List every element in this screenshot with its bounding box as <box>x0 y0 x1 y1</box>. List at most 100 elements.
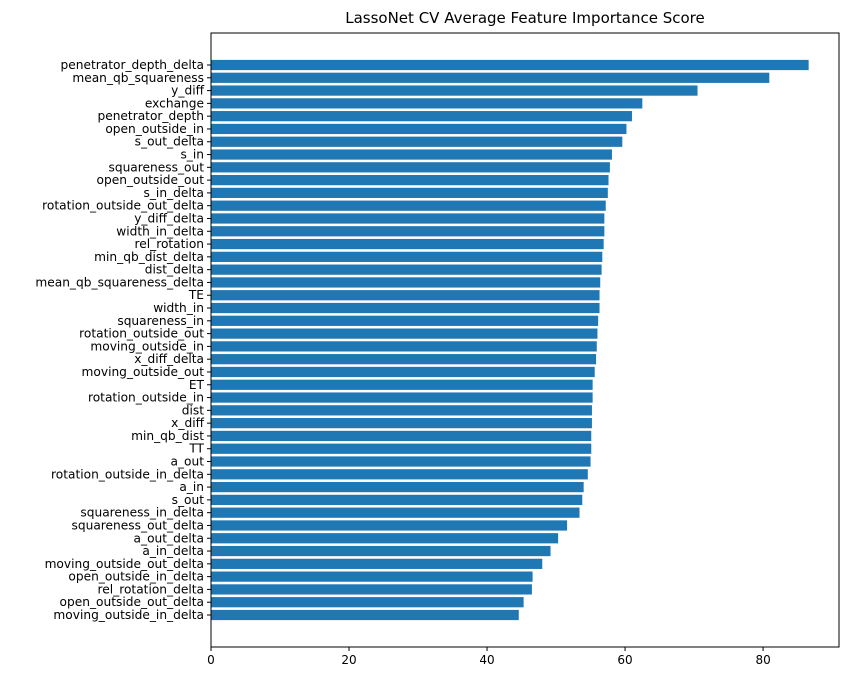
category-label-squareness_in: squareness_in <box>117 314 204 328</box>
bar-open_outside_in_delta <box>211 571 533 582</box>
bar-moving_outside_out <box>211 366 595 378</box>
category-label-min_qb_dist_delta: min_qb_dist_delta <box>94 250 204 264</box>
category-label-y_diff: y_diff <box>171 84 204 98</box>
category-label-x_diff_delta: x_diff_delta <box>134 352 204 366</box>
bars-layer <box>211 59 809 621</box>
bar-squareness_in_delta <box>211 507 580 518</box>
bar-rotation_outside_out_delta <box>211 200 606 211</box>
category-label-rel_rotation: rel_rotation <box>134 237 204 251</box>
category-label-s_in: s_in <box>180 148 204 162</box>
bar-squareness_in <box>211 315 599 326</box>
category-label-a_in_delta: a_in_delta <box>142 544 204 558</box>
category-label-squareness_out_delta: squareness_out_delta <box>72 518 204 532</box>
bar-min_qb_dist <box>211 430 592 442</box>
category-label-moving_outside_in_delta: moving_outside_in_delta <box>53 608 204 622</box>
category-label-min_qb_dist: min_qb_dist <box>131 429 204 443</box>
x-tick-label-0: 0 <box>207 653 215 667</box>
category-label-moving_outside_out_delta: moving_outside_out_delta <box>45 557 204 571</box>
category-label-rotation_outside_in: rotation_outside_in <box>88 391 204 405</box>
category-label-x_diff: x_diff <box>171 416 204 430</box>
category-label-TT: TT <box>188 442 204 456</box>
bar-a_in_delta <box>211 545 551 557</box>
bar-a_out_delta <box>211 533 559 544</box>
category-label-TE: TE <box>188 288 204 302</box>
category-label-dist: dist <box>182 403 204 417</box>
category-label-a_in: a_in <box>179 480 204 494</box>
bar-a_in <box>211 481 584 493</box>
bar-penetrator_depth_delta <box>211 59 809 71</box>
category-label-rotation_outside_in_delta: rotation_outside_in_delta <box>51 467 204 481</box>
category-label-moving_outside_in: moving_outside_in <box>90 339 204 353</box>
bar-x_diff_delta <box>211 354 597 365</box>
bar-exchange <box>211 98 643 109</box>
category-label-mean_qb_squareness: mean_qb_squareness <box>72 71 204 85</box>
category-label-squareness_in_delta: squareness_in_delta <box>80 506 204 520</box>
bar-a_out <box>211 456 591 467</box>
bar-ET <box>211 379 593 390</box>
bar-y_diff_delta <box>211 213 605 224</box>
x-axis-ticks: 0 20 40 60 80 <box>207 647 771 667</box>
bar-width_in_delta <box>211 226 605 237</box>
bar-s_in <box>211 149 612 160</box>
category-label-moving_outside_out: moving_outside_out <box>82 365 205 379</box>
category-label-width_in: width_in <box>153 301 204 315</box>
category-label-s_out: s_out <box>172 493 205 507</box>
category-label-dist_delta: dist_delta <box>145 263 204 277</box>
plot-frame <box>210 32 840 648</box>
bar-s_out_delta <box>211 136 623 147</box>
x-tick-label-40: 40 <box>479 653 494 667</box>
bar-dist <box>211 405 592 416</box>
bar-s_out <box>211 494 583 505</box>
bar-min_qb_dist_delta <box>211 251 603 262</box>
bar-rel_rotation_delta <box>211 584 532 595</box>
bar-squareness_out <box>211 162 610 173</box>
category-label-ET: ET <box>189 378 205 392</box>
category-label-s_out_delta: s_out_delta <box>135 135 204 149</box>
category-label-rotation_outside_out: rotation_outside_out <box>79 327 204 341</box>
bar-s_in_delta <box>211 187 608 199</box>
bar-open_outside_out_delta <box>211 597 524 608</box>
bar-squareness_out_delta <box>211 520 568 531</box>
x-tick-label-80: 80 <box>755 653 770 667</box>
bar-x_diff <box>211 418 592 429</box>
x-tick-label-20: 20 <box>341 653 356 667</box>
bar-TT <box>211 443 592 454</box>
category-label-mean_qb_squareness_delta: mean_qb_squareness_delta <box>35 275 204 289</box>
category-label-y_diff_delta: y_diff_delta <box>134 211 204 225</box>
category-labels: penetrator_depth_deltamean_qb_squareness… <box>35 58 211 622</box>
bar-rotation_outside_in_delta <box>211 469 588 480</box>
category-label-open_outside_in_delta: open_outside_in_delta <box>68 570 204 584</box>
bar-open_outside_out <box>211 175 609 186</box>
category-label-open_outside_out_delta: open_outside_out_delta <box>60 595 204 609</box>
category-label-width_in_delta: width_in_delta <box>116 224 204 238</box>
bar-moving_outside_in <box>211 341 597 352</box>
bar-rotation_outside_in <box>211 392 593 403</box>
bar-dist_delta <box>211 264 602 275</box>
category-label-a_out_delta: a_out_delta <box>134 531 204 545</box>
x-tick-label-60: 60 <box>617 653 632 667</box>
bar-width_in <box>211 302 600 314</box>
bar-mean_qb_squareness <box>211 72 770 83</box>
bar-rel_rotation <box>211 238 604 250</box>
category-label-rel_rotation_delta: rel_rotation_delta <box>98 582 204 596</box>
category-label-a_out: a_out <box>170 455 204 469</box>
bar-TE <box>211 290 600 301</box>
bar-moving_outside_out_delta <box>211 558 543 569</box>
bar-penetrator_depth <box>211 111 632 122</box>
bar-open_outside_in <box>211 123 627 135</box>
category-label-rotation_outside_out_delta: rotation_outside_out_delta <box>42 199 204 213</box>
bar-y_diff <box>211 85 698 96</box>
bar-mean_qb_squareness_delta <box>211 277 601 288</box>
bar-moving_outside_in_delta <box>211 609 519 621</box>
category-label-exchange: exchange <box>145 96 204 110</box>
category-label-penetrator_depth: penetrator_depth <box>97 109 204 123</box>
category-label-open_outside_out: open_outside_out <box>97 173 205 187</box>
bar-rotation_outside_out <box>211 328 598 339</box>
chart-title: LassoNet CV Average Feature Importance S… <box>345 9 705 27</box>
category-label-penetrator_depth_delta: penetrator_depth_delta <box>61 58 205 72</box>
category-label-s_in_delta: s_in_delta <box>143 186 204 200</box>
category-label-open_outside_in: open_outside_in <box>105 122 204 136</box>
category-label-squareness_out: squareness_out <box>109 160 205 174</box>
